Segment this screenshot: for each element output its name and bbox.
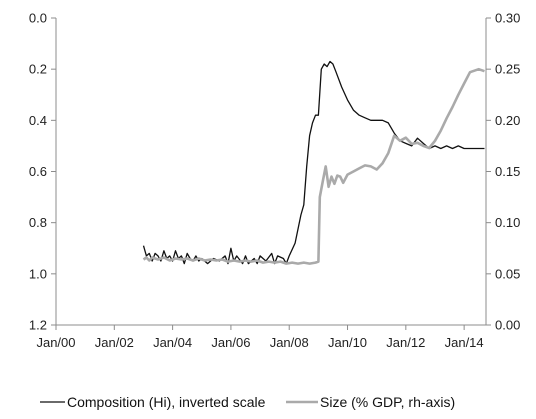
y-left-tick-label: 0.2 xyxy=(29,62,47,77)
x-tick-label: Jan/02 xyxy=(95,335,134,350)
y-right-tick-label: 0.10 xyxy=(495,215,520,230)
y-right-tick-label: 0.05 xyxy=(495,266,520,281)
y-left-tick-label: 1.2 xyxy=(29,318,47,333)
y-left-tick-label: 1.0 xyxy=(29,266,47,281)
series-line-composition xyxy=(142,60,485,265)
x-tick-label: Jan/04 xyxy=(153,335,192,350)
y-right-tick-label: 0.30 xyxy=(495,11,520,26)
x-tick-label: Jan/08 xyxy=(270,335,309,350)
y-right-tick-label: 0.25 xyxy=(495,62,520,77)
y-right-tick-label: 0.15 xyxy=(495,164,520,179)
y-left-tick-label: 0.8 xyxy=(29,215,47,230)
chart-legend: Composition (Hi), inverted scale Size (% … xyxy=(40,394,455,410)
x-tick-label: Jan/10 xyxy=(328,335,367,350)
x-tick-label: Jan/06 xyxy=(211,335,250,350)
y-right-tick-label: 0.00 xyxy=(495,318,520,333)
legend-label: Composition (Hi), inverted scale xyxy=(67,394,266,410)
x-tick-label: Jan/14 xyxy=(445,335,484,350)
chart-plot-area xyxy=(142,60,485,265)
series-line-size xyxy=(142,67,485,265)
chart-axes: 0.0 0.2 0.4 0.6 0.8 1.0 1.2 0.00 0.05 0.10 0.15 0.2… xyxy=(29,11,520,351)
y-left-tick-label: 0.4 xyxy=(29,113,47,128)
y-left-tick-label: 0.0 xyxy=(29,11,47,26)
legend-label: Size (% GDP, rh-axis) xyxy=(320,394,455,410)
y-left-tick-label: 0.6 xyxy=(29,164,47,179)
y-right-tick-label: 0.20 xyxy=(495,113,520,128)
x-tick-label: Jan/00 xyxy=(36,335,75,350)
x-tick-label: Jan/12 xyxy=(386,335,425,350)
